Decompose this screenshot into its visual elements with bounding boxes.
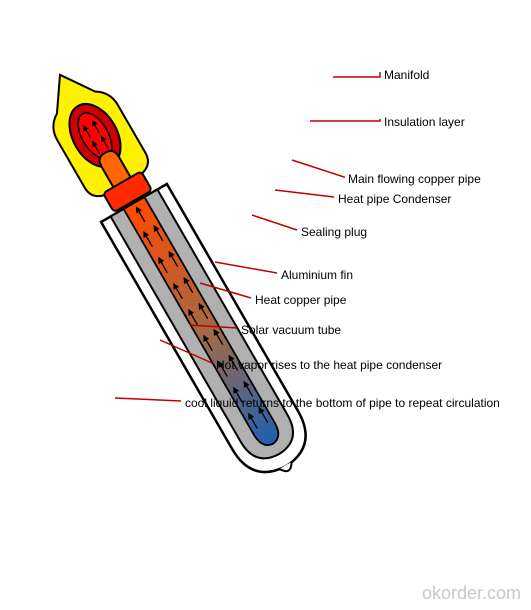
label-heat-copper-pipe: Heat copper pipe bbox=[255, 293, 346, 307]
label-solar-vacuum-tube: Solar vacuum tube bbox=[241, 323, 341, 337]
label-aluminium-fin: Aluminium fin bbox=[281, 268, 353, 282]
label-main-flowing-copper-pipe: Main flowing copper pipe bbox=[348, 172, 481, 186]
watermark-text: okorder.com bbox=[422, 583, 521, 604]
label-sealing-plug: Sealing plug bbox=[301, 225, 367, 239]
label-manifold: Manifold bbox=[384, 68, 429, 82]
label-insulation-layer: Insulation layer bbox=[384, 115, 465, 129]
device-group bbox=[27, 56, 321, 490]
label-heat-pipe-condenser: Heat pipe Condenser bbox=[338, 192, 451, 206]
label-hot-vapor: Hot vapor rises to the heat pipe condens… bbox=[216, 358, 442, 372]
label-cool-liquid: cool liquid returns to the bottom of pip… bbox=[185, 396, 500, 410]
